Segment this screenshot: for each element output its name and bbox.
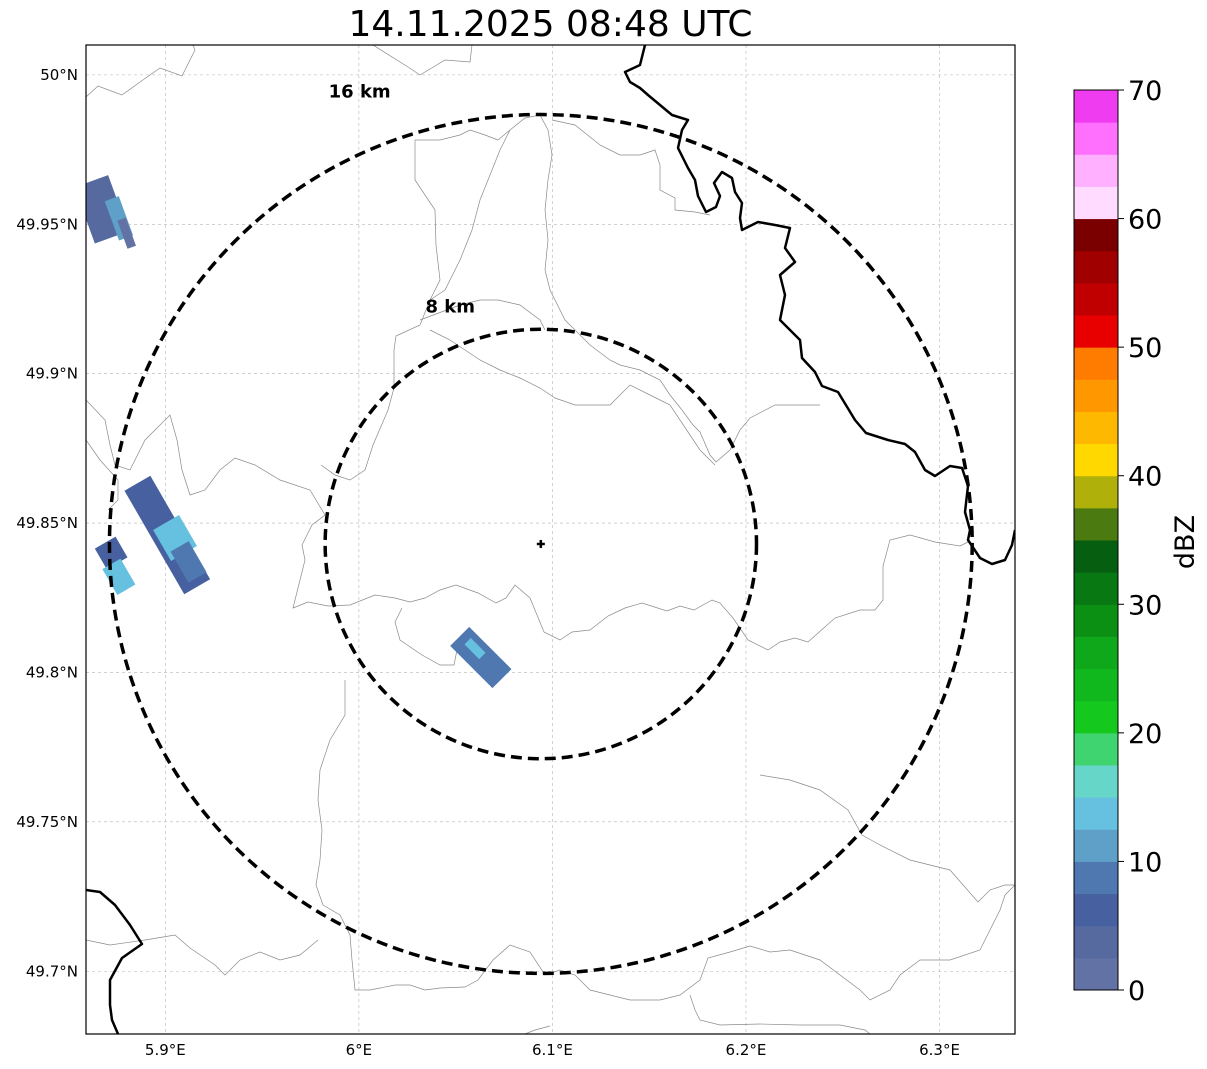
lat-tick-label: 49.75°N — [16, 813, 78, 831]
lon-tick-label: 5.9°E — [145, 1041, 186, 1059]
boundary-line — [689, 994, 871, 1034]
colorbar: 0 10 20 30 40 50 60 70 — [1073, 76, 1162, 1007]
colorbar-segment — [1074, 218, 1118, 252]
colorbar-segment — [1074, 475, 1118, 509]
axis-tick-labels: 5.9°E 6°E 6.1°E 6.2°E 6.3°E 50°N 49.95°N 49.9°N… — [16, 66, 960, 1059]
colorbar-segment — [1074, 572, 1118, 605]
boundary-line — [739, 404, 820, 431]
colorbar-segment — [1074, 90, 1118, 123]
colorbar-segment — [1074, 122, 1118, 155]
colorbar-segment — [1074, 282, 1118, 316]
echo-cell — [117, 217, 136, 249]
colorbar-segment — [1074, 411, 1118, 445]
colorbar-segment — [1074, 765, 1118, 798]
colorbar-segment — [1074, 893, 1118, 927]
boundary-line — [415, 129, 499, 141]
colorbar-segment — [1074, 861, 1118, 895]
colorbar-segment — [1074, 797, 1118, 830]
range-rings: 8 km 16 km — [107, 82, 974, 976]
border-line — [623, 45, 1015, 566]
echo-cell — [170, 541, 207, 583]
boundary-line — [429, 129, 511, 301]
boundary-line — [551, 119, 711, 216]
border-line — [86, 888, 144, 1034]
colorbar-segment — [1074, 443, 1118, 477]
map-title: 14.11.2025 08:48 UTC — [348, 4, 753, 45]
boundary-line — [524, 1025, 551, 1034]
lat-tick-label: 50°N — [40, 66, 78, 84]
national-borders — [86, 45, 1015, 1034]
range-ring-8km — [323, 327, 759, 761]
boundary-line — [497, 114, 741, 463]
colorbar-segment — [1074, 507, 1118, 541]
colorbar-segment — [1074, 379, 1118, 412]
colorbar-segment — [1074, 154, 1118, 187]
colorbar-tick-label: 20 — [1128, 719, 1162, 750]
colorbar-frame — [1073, 89, 1119, 991]
lon-tick-label: 6.3°E — [919, 1041, 960, 1059]
echo-cell — [464, 637, 486, 660]
lon-tick-label: 6.1°E — [532, 1041, 573, 1059]
graticule — [86, 45, 1015, 1034]
colorbar-segment — [1074, 732, 1118, 766]
colorbar-segment — [1074, 636, 1118, 670]
boundary-line — [86, 439, 119, 511]
colorbar-segment — [1074, 186, 1118, 220]
boundary-line — [429, 329, 716, 466]
colorbar-tick-label: 60 — [1128, 205, 1162, 236]
boundary-line — [86, 45, 196, 98]
colorbar-segment — [1074, 668, 1118, 702]
colorbar-tick-label: 50 — [1128, 333, 1162, 364]
radar-echoes — [86, 175, 512, 689]
range-ring-label: 16 km — [329, 82, 391, 103]
map-frame — [85, 44, 1016, 1035]
colorbar-segment — [1074, 700, 1118, 734]
lat-tick-label: 49.95°N — [16, 215, 78, 233]
boundary-line — [315, 680, 1015, 1001]
boundary-line — [419, 299, 546, 331]
lat-tick-label: 49.7°N — [26, 962, 78, 980]
lat-tick-label: 49.85°N — [16, 514, 78, 532]
colorbar-segment — [1074, 957, 1118, 991]
lon-tick-label: 6.2°E — [726, 1041, 767, 1059]
radar-site-marker — [536, 539, 545, 548]
colorbar-tick-label: 0 — [1128, 976, 1145, 1007]
boundary-line — [372, 45, 473, 76]
colorbar-segment — [1074, 540, 1118, 573]
colorbar-tick-label: 70 — [1128, 76, 1162, 107]
range-ring-label: 8 km — [425, 296, 475, 317]
boundary-line — [327, 534, 969, 651]
boundary-line — [320, 140, 441, 481]
colorbar-segment — [1074, 604, 1118, 637]
boundary-line — [86, 399, 329, 609]
colorbar-tick-label: 30 — [1128, 590, 1162, 621]
colorbar-segment — [1074, 315, 1118, 348]
colorbar-tick-label: 10 — [1128, 847, 1162, 878]
colorbar-segment — [1074, 925, 1118, 959]
colorbar-label: dBZ — [1170, 515, 1201, 569]
colorbar-segment — [1074, 829, 1118, 862]
map-background — [86, 45, 1015, 1034]
colorbar-segment — [1074, 250, 1118, 284]
colorbar-tick-label: 40 — [1128, 462, 1162, 493]
lat-tick-label: 49.8°N — [26, 663, 78, 681]
colorbar-segment — [1074, 347, 1118, 380]
range-ring-16km — [107, 112, 974, 976]
lon-tick-label: 6°E — [346, 1041, 373, 1059]
admin-boundaries — [86, 45, 1015, 1034]
boundary-line — [759, 774, 1015, 903]
lat-tick-label: 49.9°N — [26, 365, 78, 383]
